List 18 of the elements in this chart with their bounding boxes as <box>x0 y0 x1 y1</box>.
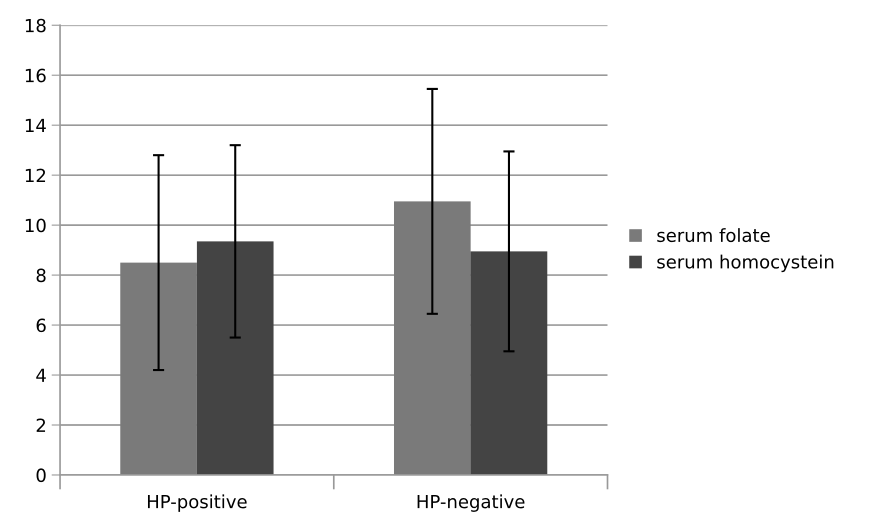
y-tick-label: 14 <box>26 118 46 132</box>
y-tick-label: 4 <box>36 368 46 382</box>
y-tick-label: 8 <box>36 268 46 282</box>
legend-label: serum folate <box>657 228 770 242</box>
y-tick-label: 16 <box>26 68 46 82</box>
bar <box>120 262 197 475</box>
y-tick-label: 18 <box>26 18 46 32</box>
x-tick-label: HP-negative <box>418 494 524 512</box>
legend-label: serum homocystein <box>657 254 834 272</box>
bar <box>470 251 548 475</box>
y-tick-label: 6 <box>36 318 46 332</box>
bar <box>394 201 471 475</box>
y-tick-label: 2 <box>36 418 46 432</box>
bar <box>196 241 274 475</box>
y-tick-label: 12 <box>26 168 46 182</box>
y-tick-label: 0 <box>36 468 46 482</box>
x-tick-label: HP-positive <box>148 494 247 512</box>
y-tick-label: 10 <box>26 218 46 232</box>
